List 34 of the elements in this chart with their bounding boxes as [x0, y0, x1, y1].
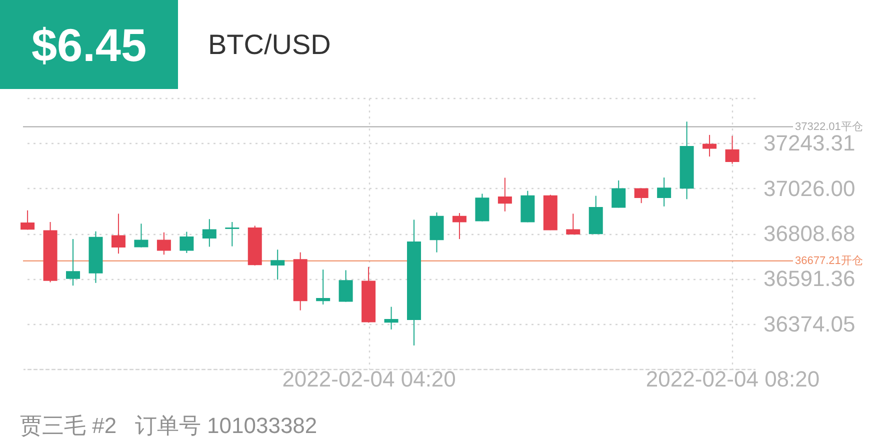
ref-line-label: 37322.01平仓 — [795, 120, 863, 133]
candlestick — [566, 213, 580, 235]
badge: $6.45 — [0, 0, 178, 89]
candlestick — [452, 212, 466, 240]
ref-line-label: 36677.21开仓 — [795, 254, 863, 267]
candlestick — [634, 188, 648, 204]
x-tick-label: 2022-02-04 08:20 — [646, 366, 820, 392]
text: 贾三毛 #2 订单号 101033382 — [20, 412, 318, 440]
candlestick — [20, 210, 35, 230]
candlestick — [111, 213, 126, 254]
candlestick — [66, 238, 80, 286]
y-tick-label: 37026.00 — [764, 176, 856, 201]
candlestick — [134, 223, 148, 248]
candlestick — [316, 269, 330, 306]
candlestick — [725, 135, 740, 164]
x-tick-label: 2022-02-04 04:20 — [282, 366, 456, 392]
candlestick — [498, 177, 512, 212]
chart-title: BTC/USD — [208, 28, 331, 62]
candlestick — [430, 212, 444, 253]
y-tick-label: 36808.68 — [764, 221, 856, 246]
candlestick — [612, 180, 626, 208]
candlestick — [702, 134, 717, 158]
y-tick-label: 37243.31 — [764, 130, 856, 156]
y-tick-label: 36374.05 — [764, 311, 856, 336]
candlestick — [338, 270, 353, 302]
candlestick — [225, 222, 240, 247]
candlestick — [270, 249, 285, 280]
candlestick — [384, 306, 398, 330]
candlestick — [180, 231, 194, 254]
candlestick — [475, 193, 490, 222]
candlestick — [156, 232, 171, 256]
y-tick-label: 36591.36 — [764, 266, 856, 292]
candlestick — [657, 177, 672, 207]
candlestick — [202, 218, 216, 248]
